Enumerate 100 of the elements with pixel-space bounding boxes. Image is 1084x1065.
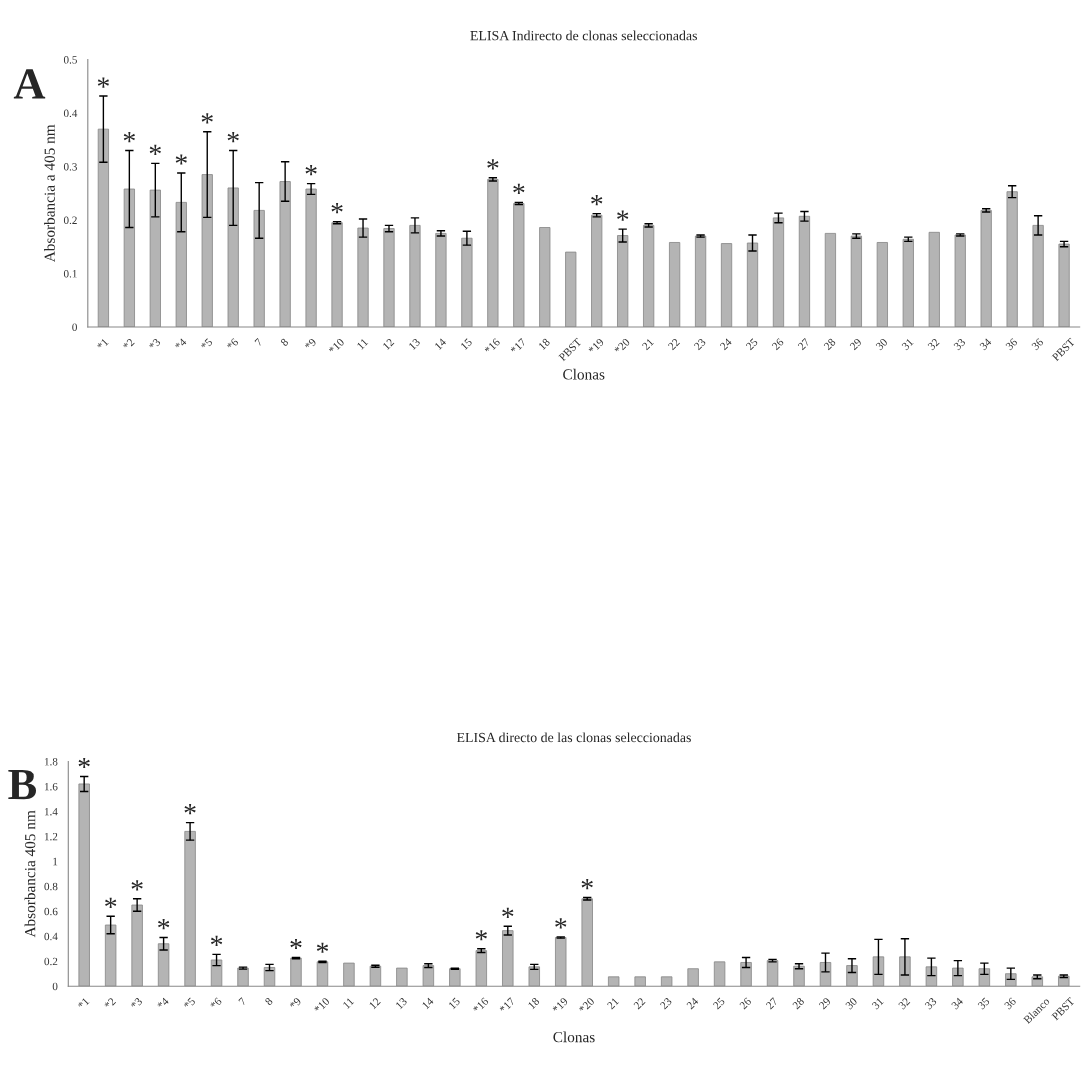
x-axis-title: Clonas (553, 1031, 595, 1043)
x-tick-label: *19 (587, 337, 605, 355)
y-tick-label: 1.2 (44, 832, 58, 841)
x-tick-label: 30 (875, 337, 888, 351)
annotation: * (513, 183, 525, 195)
x-tick-label: 31 (871, 997, 884, 1010)
x-tick-label: 15 (460, 337, 473, 351)
x-tick-label: 23 (693, 337, 707, 351)
y-tick-label: 0.5 (63, 56, 77, 64)
x-tick-label: 12 (368, 997, 381, 1010)
x-tick-label: 24 (686, 996, 699, 1010)
x-tick-label: 23 (659, 997, 673, 1010)
x-tick-label: *20 (613, 337, 631, 355)
annotation: * (227, 131, 239, 143)
annotation: * (149, 144, 161, 155)
x-tick-label: 14 (434, 337, 447, 350)
annotation: * (555, 918, 567, 929)
x-tick-label: 15 (448, 997, 461, 1010)
x-tick-label: 18 (527, 997, 540, 1010)
y-tick-label: 0.1 (63, 269, 77, 278)
y-tick-label: 0.8 (44, 882, 58, 891)
x-tick-label: *3 (130, 997, 143, 1010)
x-tick-label: *10 (313, 997, 331, 1014)
x-tick-label: 33 (924, 997, 937, 1010)
annotation: * (487, 159, 499, 170)
annotation: * (502, 907, 514, 918)
x-tick-label: 11 (356, 338, 369, 350)
annotation: * (175, 154, 187, 165)
annotation: * (290, 938, 302, 950)
x-tick-label: 27 (797, 337, 811, 351)
x-tick-label: *1 (96, 338, 109, 351)
annotation: * (210, 935, 223, 946)
x-tick-label: 25 (712, 997, 726, 1010)
x-tick-label: 18 (538, 337, 551, 351)
x-tick-label: *1 (77, 997, 90, 1010)
x-tick-label: *3 (148, 337, 161, 351)
x-tick-label: *2 (122, 338, 135, 351)
y-tick-label: 0.3 (63, 163, 77, 171)
x-tick-label: *5 (200, 337, 213, 351)
annotation: * (475, 930, 487, 941)
x-tick-label: *4 (156, 997, 170, 1010)
x-tick-label: 8 (280, 337, 289, 347)
y-axis-title: Absorbancia 405 nm (24, 810, 36, 938)
x-tick-label: *6 (226, 337, 239, 351)
x-tick-label: 8 (264, 997, 274, 1006)
x-tick-label: 21 (606, 997, 620, 1010)
x-tick-label: 35 (977, 997, 990, 1010)
y-tick-label: 1.4 (44, 807, 58, 816)
x-tick-label: *17 (498, 997, 516, 1014)
annotation: * (97, 77, 109, 88)
y-tick-label: 0.2 (63, 216, 77, 225)
x-tick-label: 34 (979, 337, 992, 351)
text: B (8, 769, 37, 800)
x-tick-label: 32 (898, 997, 911, 1010)
text: A (13, 69, 46, 99)
x-tick-label: 12 (382, 338, 395, 350)
x-tick-label: 25 (745, 337, 759, 351)
x-tick-label: *5 (183, 997, 196, 1010)
x-tick-label: 36 (1005, 337, 1018, 351)
x-tick-label: *9 (304, 337, 317, 351)
y-tick-label: 0.4 (44, 932, 58, 941)
x-tick-label: 24 (719, 337, 733, 351)
x-tick-label: 7 (254, 337, 263, 347)
x-tick-label: 13 (395, 997, 408, 1010)
x-tick-label: 34 (951, 996, 964, 1010)
annotation: * (123, 131, 135, 143)
x-tick-label: 22 (633, 997, 646, 1010)
annotation: * (131, 880, 143, 891)
x-tick-label: *20 (578, 997, 595, 1014)
x-tick-label: 13 (408, 337, 421, 351)
x-tick-label: 21 (641, 338, 654, 351)
x-tick-label: *10 (328, 337, 345, 355)
x-tick-label: 32 (927, 338, 940, 351)
annotation: * (331, 203, 343, 214)
y-axis-title: Absorbancia a 405 nm (44, 124, 55, 263)
x-tick-label: *4 (174, 337, 187, 351)
annotation: * (591, 195, 603, 206)
annotation: * (184, 804, 196, 815)
annotation: * (316, 942, 329, 953)
y-tick-label: 1 (53, 857, 58, 866)
x-tick-label: 26 (771, 337, 785, 351)
x-tick-label: 7 (238, 997, 247, 1006)
x-tick-label: *2 (103, 997, 117, 1010)
x-tick-label: 29 (818, 997, 832, 1010)
chart-title: ELISA Indirecto de clonas seleccionadas (470, 30, 697, 41)
x-tick-label: 33 (953, 337, 966, 351)
x-tick-label: 30 (845, 997, 858, 1010)
y-tick-label: 1.8 (44, 757, 58, 766)
annotation: * (105, 897, 117, 908)
x-tick-label: 28 (823, 337, 836, 351)
x-axis-title: Clonas (563, 368, 605, 380)
x-tick-label: 14 (421, 996, 435, 1010)
x-tick-label: 27 (765, 997, 779, 1010)
x-tick-label: *17 (510, 337, 527, 355)
x-tick-label: *16 (484, 337, 501, 355)
x-tick-label: 28 (792, 997, 805, 1010)
x-tick-label: 29 (849, 337, 862, 351)
annotation: * (78, 757, 90, 769)
y-tick-label: 0 (72, 323, 77, 331)
x-tick-label: *9 (289, 997, 302, 1010)
